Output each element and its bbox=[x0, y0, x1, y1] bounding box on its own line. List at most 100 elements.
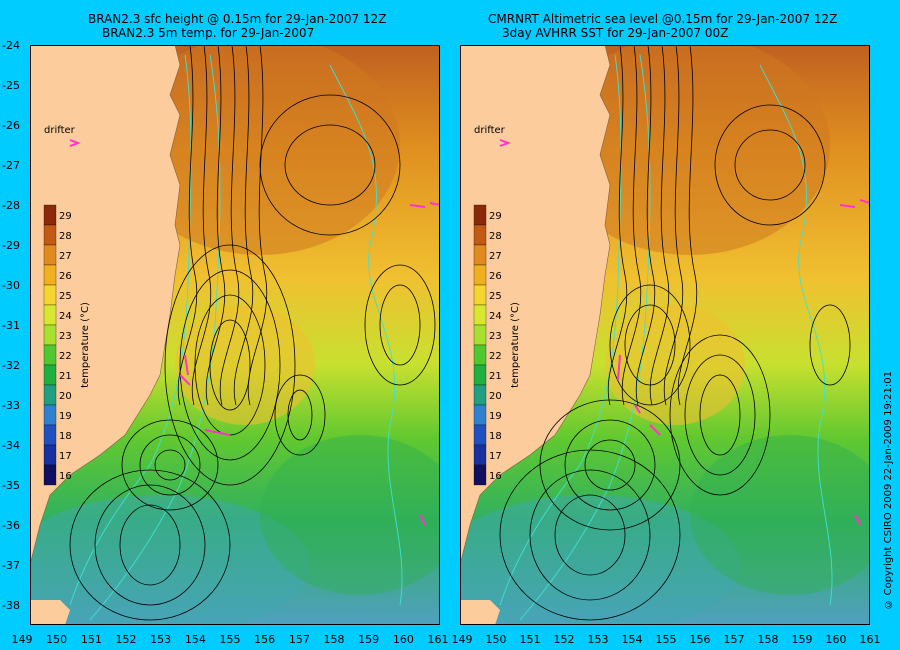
warm-eddy bbox=[605, 305, 745, 425]
longitude-label: 150 bbox=[46, 633, 67, 646]
colorbar-segment bbox=[473, 304, 487, 326]
sea-level-contours bbox=[69, 45, 436, 621]
longitude-label: 156 bbox=[690, 633, 711, 646]
colorbar-tick-label: 24 bbox=[489, 311, 502, 322]
latitude-label: -36 bbox=[2, 519, 20, 532]
colorbar-tick-label: 26 bbox=[59, 271, 72, 282]
colorbar-segment bbox=[473, 244, 487, 266]
colorbar-segment bbox=[43, 404, 57, 426]
colorbar-tick-label: 29 bbox=[489, 211, 502, 222]
longitude-label: 158 bbox=[758, 633, 779, 646]
longitude-label: 157 bbox=[289, 633, 310, 646]
colorbar-tick-label: 28 bbox=[489, 231, 502, 242]
longitude-label: 154 bbox=[185, 633, 206, 646]
colorbar-tick-label: 29 bbox=[59, 211, 72, 222]
colorbar-segment bbox=[473, 264, 487, 286]
bathymetry-line bbox=[329, 64, 403, 606]
left-map-panel: drifter 29 28 27 26 25 24 23 22 21 20 19 18 17 16 tempe… bbox=[30, 45, 440, 625]
bathymetry-line bbox=[759, 64, 833, 606]
colorbar-tick-label: 22 bbox=[489, 351, 502, 362]
longitude-label: 153 bbox=[588, 633, 609, 646]
latitude-label: -28 bbox=[2, 199, 20, 212]
colorbar-segment bbox=[43, 284, 57, 306]
longitude-label: 155 bbox=[220, 633, 241, 646]
latitude-label: -32 bbox=[2, 359, 20, 372]
colorbar-segment bbox=[473, 364, 487, 386]
colorbar-tick-label: 21 bbox=[59, 371, 72, 382]
colorbar-segment bbox=[473, 404, 487, 426]
colorbar-segment bbox=[473, 224, 487, 246]
colorbar-segment bbox=[473, 384, 487, 406]
colorbar-segment bbox=[473, 464, 487, 486]
colorbar-segment bbox=[43, 264, 57, 286]
bathymetry-line bbox=[519, 54, 651, 621]
colorbar-tick-label: 23 bbox=[59, 331, 72, 342]
colorbar-tick-label: 26 bbox=[489, 271, 502, 282]
right-map-panel: drifter 29 28 27 26 25 24 23 22 21 20 19 18 17 16 tempe… bbox=[460, 45, 870, 625]
longitude-label: 159 bbox=[792, 633, 813, 646]
latitude-label: -30 bbox=[2, 279, 20, 292]
longitude-label: 153 bbox=[150, 633, 171, 646]
colorbar-tick-label: 20 bbox=[59, 391, 72, 402]
latitude-label: -25 bbox=[2, 79, 20, 92]
colorbar-tick-label: 23 bbox=[489, 331, 502, 342]
longitude-label: 158 bbox=[324, 633, 345, 646]
colorbar-segment bbox=[43, 224, 57, 246]
sea-level-contours bbox=[499, 45, 851, 621]
longitude-label: 151 bbox=[520, 633, 541, 646]
colorbar-segment bbox=[43, 304, 57, 326]
colorbar-tick-label: 19 bbox=[489, 411, 502, 422]
colorbar-segment bbox=[473, 324, 487, 346]
temperature-colorbar: 29 28 27 26 25 24 23 22 21 20 19 18 17 16 temperature … bbox=[473, 204, 521, 486]
colorbar-segment bbox=[473, 424, 487, 446]
latitude-label: -34 bbox=[2, 439, 20, 452]
latitude-label: -35 bbox=[2, 479, 20, 492]
colorbar-segment bbox=[43, 364, 57, 386]
latitude-label: -29 bbox=[2, 239, 20, 252]
colorbar-tick-label: 16 bbox=[489, 471, 502, 482]
longitude-label: 152 bbox=[554, 633, 575, 646]
copyright-note: © Copyright CSIRO 2009 22-Jan-2009 19:21… bbox=[883, 371, 894, 610]
map-frame bbox=[460, 45, 870, 625]
colorbar-tick-label: 25 bbox=[59, 291, 72, 302]
colorbar-tick-label: 27 bbox=[59, 251, 72, 262]
colorbar-tick-label: 16 bbox=[59, 471, 72, 482]
drifter-tracks bbox=[499, 139, 870, 526]
longitude-label: 156 bbox=[254, 633, 275, 646]
colorbar-title: temperature (°C) bbox=[80, 302, 91, 388]
right-title-line1: CMRNRT Altimetric sea level @0.15m for 2… bbox=[488, 12, 838, 26]
left-map: drifter 29 28 27 26 25 24 23 22 21 20 19 18 17 16 tempe… bbox=[30, 45, 440, 625]
colorbar-segment bbox=[43, 424, 57, 446]
longitude-label: 161 bbox=[428, 633, 449, 646]
colorbar-tick-label: 18 bbox=[489, 431, 502, 442]
colorbar-tick-label: 21 bbox=[489, 371, 502, 382]
drifter-label: drifter bbox=[474, 125, 506, 136]
colorbar-title: temperature (°C) bbox=[510, 302, 521, 388]
longitude-label: 159 bbox=[358, 633, 379, 646]
latitude-label: -26 bbox=[2, 119, 20, 132]
drifter-label: drifter bbox=[44, 125, 76, 136]
temperature-colorbar: 29 28 27 26 25 24 23 22 21 20 19 18 17 16 temperature … bbox=[43, 204, 91, 486]
colorbar-tick-label: 17 bbox=[489, 451, 502, 462]
colorbar-tick-label: 28 bbox=[59, 231, 72, 242]
colorbar-segment bbox=[473, 284, 487, 306]
latitude-label: -31 bbox=[2, 319, 20, 332]
colorbar-tick-label: 19 bbox=[59, 411, 72, 422]
right-map: drifter 29 28 27 26 25 24 23 22 21 20 19 18 17 16 tempe… bbox=[460, 45, 870, 625]
longitude-label: 154 bbox=[622, 633, 643, 646]
colorbar-tick-label: 22 bbox=[59, 351, 72, 362]
longitude-label: 149 bbox=[452, 633, 473, 646]
colorbar-tick-label: 25 bbox=[489, 291, 502, 302]
longitude-label: 157 bbox=[724, 633, 745, 646]
longitude-label: 155 bbox=[656, 633, 677, 646]
colorbar-segment bbox=[473, 344, 487, 366]
colorbar-segment bbox=[43, 204, 57, 226]
drifter-tracks bbox=[69, 139, 440, 526]
colorbar-tick-label: 18 bbox=[59, 431, 72, 442]
colorbar-tick-label: 20 bbox=[489, 391, 502, 402]
colorbar-tick-label: 27 bbox=[489, 251, 502, 262]
map-frame bbox=[30, 45, 440, 625]
latitude-label: -24 bbox=[2, 39, 20, 52]
left-title-line2: BRAN2.3 5m temp. for 29-Jan-2007 bbox=[102, 26, 315, 40]
colorbar-tick-label: 24 bbox=[59, 311, 72, 322]
